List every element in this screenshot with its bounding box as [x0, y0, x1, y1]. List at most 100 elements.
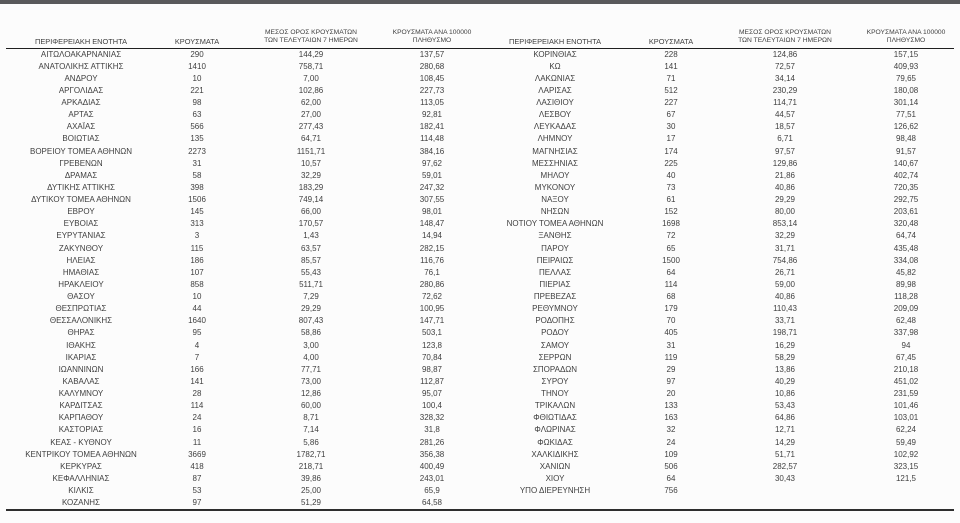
region-cell-right: ΜΕΣΣΗΝΙΑΣ: [532, 158, 578, 168]
table-row: ΕΥΒΟΙΑΣ 313 170,57 148,47 ΝΟΤΙΟΥ ΤΟΜΕΑ ΑΘΗΝΩ…: [6, 218, 954, 230]
per100k-cell-right: [858, 497, 954, 512]
table-row: ΑΝΔΡΟΥ 10 7,00 108,45 ΛΑΚΩΝΙΑΣ 71 34,14 79,65: [6, 73, 954, 85]
top-divider: [0, 0, 960, 4]
avg7-cell-right: 33,71: [774, 316, 796, 326]
table-row: ΒΟΡΕΙΟΥ ΤΟΜΕΑ ΑΘΗΝΩΝ 2273 1151,71 384,16 ΜΑΓ…: [6, 146, 954, 158]
avg7-cell-left: 277,43: [298, 122, 324, 132]
per100k-cell-right: 323,15: [893, 461, 919, 471]
cases-cell-left: 95: [192, 328, 202, 338]
region-cell-left: ΘΕΣΠΡΩΤΙΑΣ: [55, 304, 107, 314]
per100k-cell-left: 243,01: [419, 473, 445, 483]
avg7-cell-left: 102,86: [298, 85, 324, 95]
per100k-cell-left: 356,38: [419, 449, 445, 459]
table-row: ΚΕΑΣ - ΚΥΘΝΟΥ 11 5,86 281,26 ΦΩΚΙΔΑΣ 24 14,29 5…: [6, 437, 954, 449]
table-row: ΚΕΦΑΛΛΗΝΙΑΣ 87 39,86 243,01 ΧΙΟΥ 64 30,43 121,5: [6, 473, 954, 485]
cases-cell-left: 135: [190, 134, 204, 144]
region-cell-left: ΚΑΡΠΑΘΟΥ: [58, 413, 104, 423]
region-cell-left: ΔΥΤΙΚΟΥ ΤΟΜΕΑ ΑΘΗΝΩΝ: [31, 195, 131, 204]
table-row: ΔΡΑΜΑΣ 58 32,29 59,01 ΜΗΛΟΥ 40 21,86 402,74: [6, 170, 954, 182]
avg7-cell-left: 85,57: [300, 255, 322, 265]
cases-cell-left: 166: [190, 364, 204, 374]
cases-cell-right: 506: [664, 461, 678, 471]
region-cell-right: ΧΑΛΚΙΔΙΚΗΣ: [531, 449, 579, 459]
per100k-cell-left: 247,32: [419, 182, 445, 192]
per100k-cell-right: 91,57: [895, 146, 917, 156]
per100k-cell-left: 282,15: [419, 243, 445, 253]
avg7-cell-right: 30,43: [774, 473, 796, 483]
per100k-cell-left: 65,9: [424, 486, 440, 495]
table-row: ΘΑΣΟΥ 10 7,29 72,62 ΠΡΕΒΕΖΑΣ 68 40,86 118,28: [6, 291, 954, 303]
regional-cases-table: ΠΕΡΙΦΕΡΕΙΑΚΗ ΕΝΟΤΗΤΑ ΚΡΟΥΣΜΑΤΑ ΜΕΣΟΣ ΟΡΟ…: [6, 4, 954, 512]
region-cell-left: ΒΟΡΕΙΟΥ ΤΟΜΕΑ ΑΘΗΝΩΝ: [29, 146, 133, 156]
region-cell-left: ΗΡΑΚΛΕΙΟΥ: [58, 279, 104, 289]
cases-cell-right: 24: [666, 437, 676, 447]
cases-cell-right: 1698: [662, 219, 680, 229]
avg7-cell-left: 66,00: [300, 207, 322, 217]
cases-cell-left: 10: [192, 73, 202, 83]
per100k-cell-left: 76,1: [424, 267, 440, 277]
region-cell-right: ΣΑΜΟΥ: [540, 340, 570, 350]
avg7-cell-left: 77,71: [300, 364, 322, 374]
avg7-cell-right: 6,71: [777, 134, 793, 144]
cases-cell-left: 2273: [188, 146, 206, 156]
cases-cell-right: 119: [664, 352, 678, 362]
avg7-cell-right: 18,57: [774, 122, 796, 132]
region-cell-right: ΞΑΝΘΗΣ: [538, 231, 572, 241]
per100k-cell-right: 118,28: [894, 292, 918, 301]
cases-cell-right: 756: [664, 486, 678, 495]
cases-cell-left: 313: [190, 219, 204, 229]
per100k-cell-right: 435,48: [893, 243, 919, 253]
per100k-cell-right: 402,74: [893, 170, 919, 180]
per100k-cell-left: 123,8: [421, 340, 443, 350]
region-cell-right: [480, 497, 630, 512]
cases-cell-left: 858: [190, 279, 204, 289]
cases-cell-right: 114: [664, 279, 678, 289]
region-cell-left: ΑΝΑΤΟΛΙΚΗΣ ΑΤΤΙΚΗΣ: [38, 61, 124, 71]
avg7-cell-left: 7,00: [303, 73, 319, 83]
cases-cell-left: 4: [194, 340, 200, 350]
header-per100k-line2: ΠΛΗΘΥΣΜΟ: [412, 37, 452, 45]
region-cell-right: ΤΡΙΚΑΛΩΝ: [534, 401, 576, 411]
cases-cell-right: 141: [664, 61, 678, 71]
avg7-cell-right: 110,43: [773, 304, 797, 314]
avg7-cell-left: 5,86: [303, 437, 319, 447]
header-cases-right: ΚΡΟΥΣΜΑΤΑ: [630, 4, 712, 49]
cases-cell-right: 30: [666, 122, 676, 132]
header-per100k-line2: ΠΛΗΘΥΣΜΟ: [886, 37, 926, 45]
region-cell-left: ΘΕΣΣΑΛΟΝΙΚΗΣ: [49, 316, 113, 326]
cases-cell-left: 145: [190, 207, 204, 217]
cases-cell-left: 24: [192, 413, 202, 423]
per100k-cell-left: 14,94: [421, 231, 443, 241]
avg7-cell-right: 40,29: [774, 376, 796, 386]
cases-cell-right: [630, 497, 712, 512]
table-row: ΚΑΡΔΙΤΣΑΣ 114 60,00 100,4 ΤΡΙΚΑΛΩΝ 133 53,43 10…: [6, 400, 954, 412]
avg7-cell-left: 73,00: [300, 376, 322, 386]
header-avg7-left: ΜΕΣΟΣ ΟΡΟΣ ΚΡΟΥΣΜΑΤΩΝ ΤΩΝ ΤΕΛΕΥΤΑΙΩΝ 7 Η…: [238, 4, 384, 49]
per100k-cell-right: 451,02: [893, 376, 919, 386]
regional-cases-table-wrap: ΠΕΡΙΦΕΡΕΙΑΚΗ ΕΝΟΤΗΤΑ ΚΡΟΥΣΜΑΤΑ ΜΕΣΟΣ ΟΡΟ…: [6, 4, 954, 512]
region-cell-right: ΧΙΟΥ: [545, 473, 565, 483]
cases-cell-right: 17: [666, 134, 676, 144]
avg7-cell-right: 40,86: [774, 182, 796, 192]
header-cases-left: ΚΡΟΥΣΜΑΤΑ: [156, 4, 238, 49]
region-cell-right: ΛΑΡΙΣΑΣ: [538, 85, 572, 95]
avg7-cell-left: 511,71: [299, 279, 323, 289]
per100k-cell-left: 227,73: [419, 85, 445, 95]
header-row: ΠΕΡΙΦΕΡΕΙΑΚΗ ΕΝΟΤΗΤΑ ΚΡΟΥΣΜΑΤΑ ΜΕΣΟΣ ΟΡΟ…: [6, 4, 954, 49]
per100k-cell-left: 95,07: [421, 389, 443, 398]
region-cell-left: ΚΕΑΣ - ΚΥΘΝΟΥ: [50, 437, 112, 447]
table-row: ΑΧΑΪΑΣ 566 277,43 182,41 ΛΕΥΚΑΔΑΣ 30 18,57 126,…: [6, 121, 954, 133]
region-cell-left: ΕΒΡΟΥ: [67, 207, 95, 217]
per100k-cell-right: 301,14: [893, 98, 919, 107]
avg7-cell-left: 7,14: [303, 425, 319, 435]
avg7-cell-right: 198,71: [772, 328, 798, 338]
avg7-cell-left: 807,43: [298, 316, 324, 326]
avg7-cell-right: 64,86: [774, 413, 796, 423]
table-row: ΗΜΑΘΙΑΣ 107 55,43 76,1 ΠΕΛΛΑΣ 64 26,71 45,82: [6, 267, 954, 279]
region-cell-right: ΥΠΟ ΔΙΕΡΕΥΝΗΣΗ: [519, 486, 591, 495]
per100k-cell-right: 126,62: [893, 122, 919, 132]
table-row: ΔΥΤΙΚΟΥ ΤΟΜΕΑ ΑΘΗΝΩΝ 1506 749,14 307,55 ΝΑΞΟ…: [6, 194, 954, 206]
cases-cell-left: 3669: [188, 449, 206, 459]
cases-cell-right: 225: [664, 158, 678, 168]
region-cell-left: ΔΥΤΙΚΗΣ ΑΤΤΙΚΗΣ: [47, 182, 115, 192]
